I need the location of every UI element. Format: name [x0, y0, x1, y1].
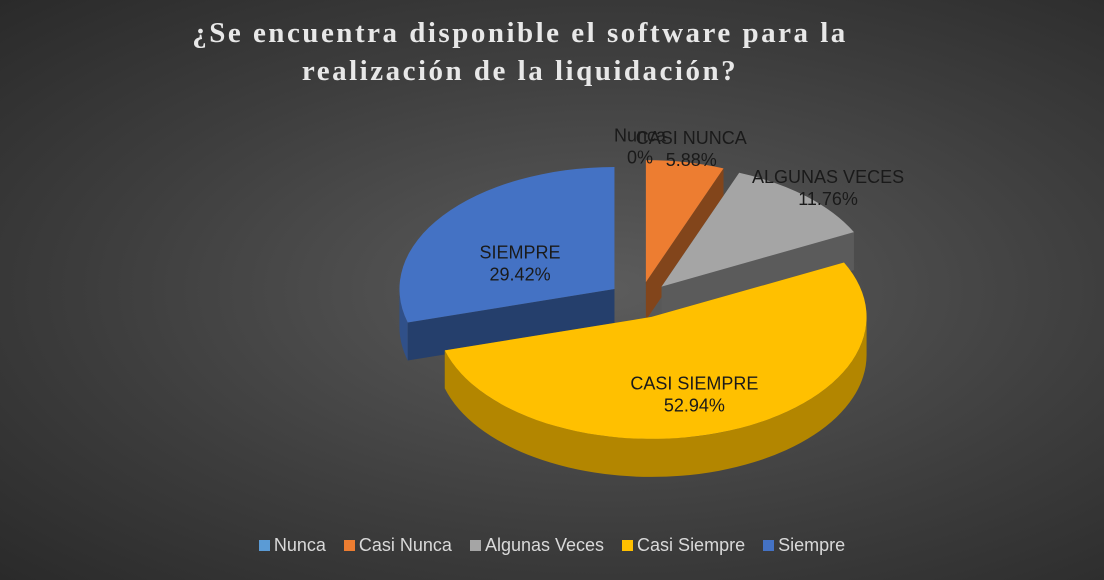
legend-item: Algunas Veces [469, 535, 605, 556]
data-label: Nunca 0% [614, 126, 667, 168]
label-value: 0% [627, 148, 653, 168]
data-label: CASI NUNCA 5.88% [636, 128, 747, 170]
legend-label: Casi Siempre [637, 535, 746, 555]
label-name: ALGUNAS VECES [752, 167, 904, 187]
label-value: 29.42% [490, 265, 551, 285]
data-label: ALGUNAS VECES 11.76% [752, 167, 904, 209]
legend-item: Nunca [258, 535, 326, 556]
slice [399, 167, 615, 361]
legend: Nunca Casi Nunca Algunas Veces Casi Siempre… [0, 535, 1104, 556]
legend-swatch [258, 540, 270, 551]
label-name: Nunca [614, 126, 667, 146]
label-value: 52.94% [664, 395, 725, 415]
legend-swatch [343, 540, 355, 551]
slice-top [661, 172, 854, 287]
slice-wall [444, 316, 867, 477]
slice-top [399, 167, 615, 323]
legend-label: Casi Nunca [358, 535, 452, 555]
slice-top [645, 160, 724, 283]
chart-title: ¿Se encuentra disponible el software par… [192, 17, 848, 87]
data-label: SIEMPRE 29.42% [480, 243, 561, 285]
legend-item: Casi Nunca [343, 535, 452, 556]
legend-label: Algunas Veces [484, 535, 605, 555]
label-name: CASI NUNCA [636, 128, 747, 148]
slice-side [407, 289, 615, 361]
slice [444, 262, 867, 477]
slice-top [444, 262, 867, 439]
label-name: CASI SIEMPRE [630, 373, 758, 393]
legend-item: Siempre [763, 535, 845, 556]
legend-label: Siempre [778, 535, 846, 555]
label-name: SIEMPRE [480, 243, 561, 263]
legend-swatch [469, 540, 481, 551]
data-label: CASI SIEMPRE 52.94% [630, 373, 758, 415]
legend-item: Casi Siempre [622, 535, 745, 556]
legend-swatch [763, 540, 775, 551]
legend-label: Nunca [273, 535, 326, 555]
label-value: 11.76% [798, 189, 858, 209]
label-value: 5.88% [666, 150, 717, 170]
slice-wall [399, 289, 408, 361]
legend-swatch [622, 540, 634, 551]
